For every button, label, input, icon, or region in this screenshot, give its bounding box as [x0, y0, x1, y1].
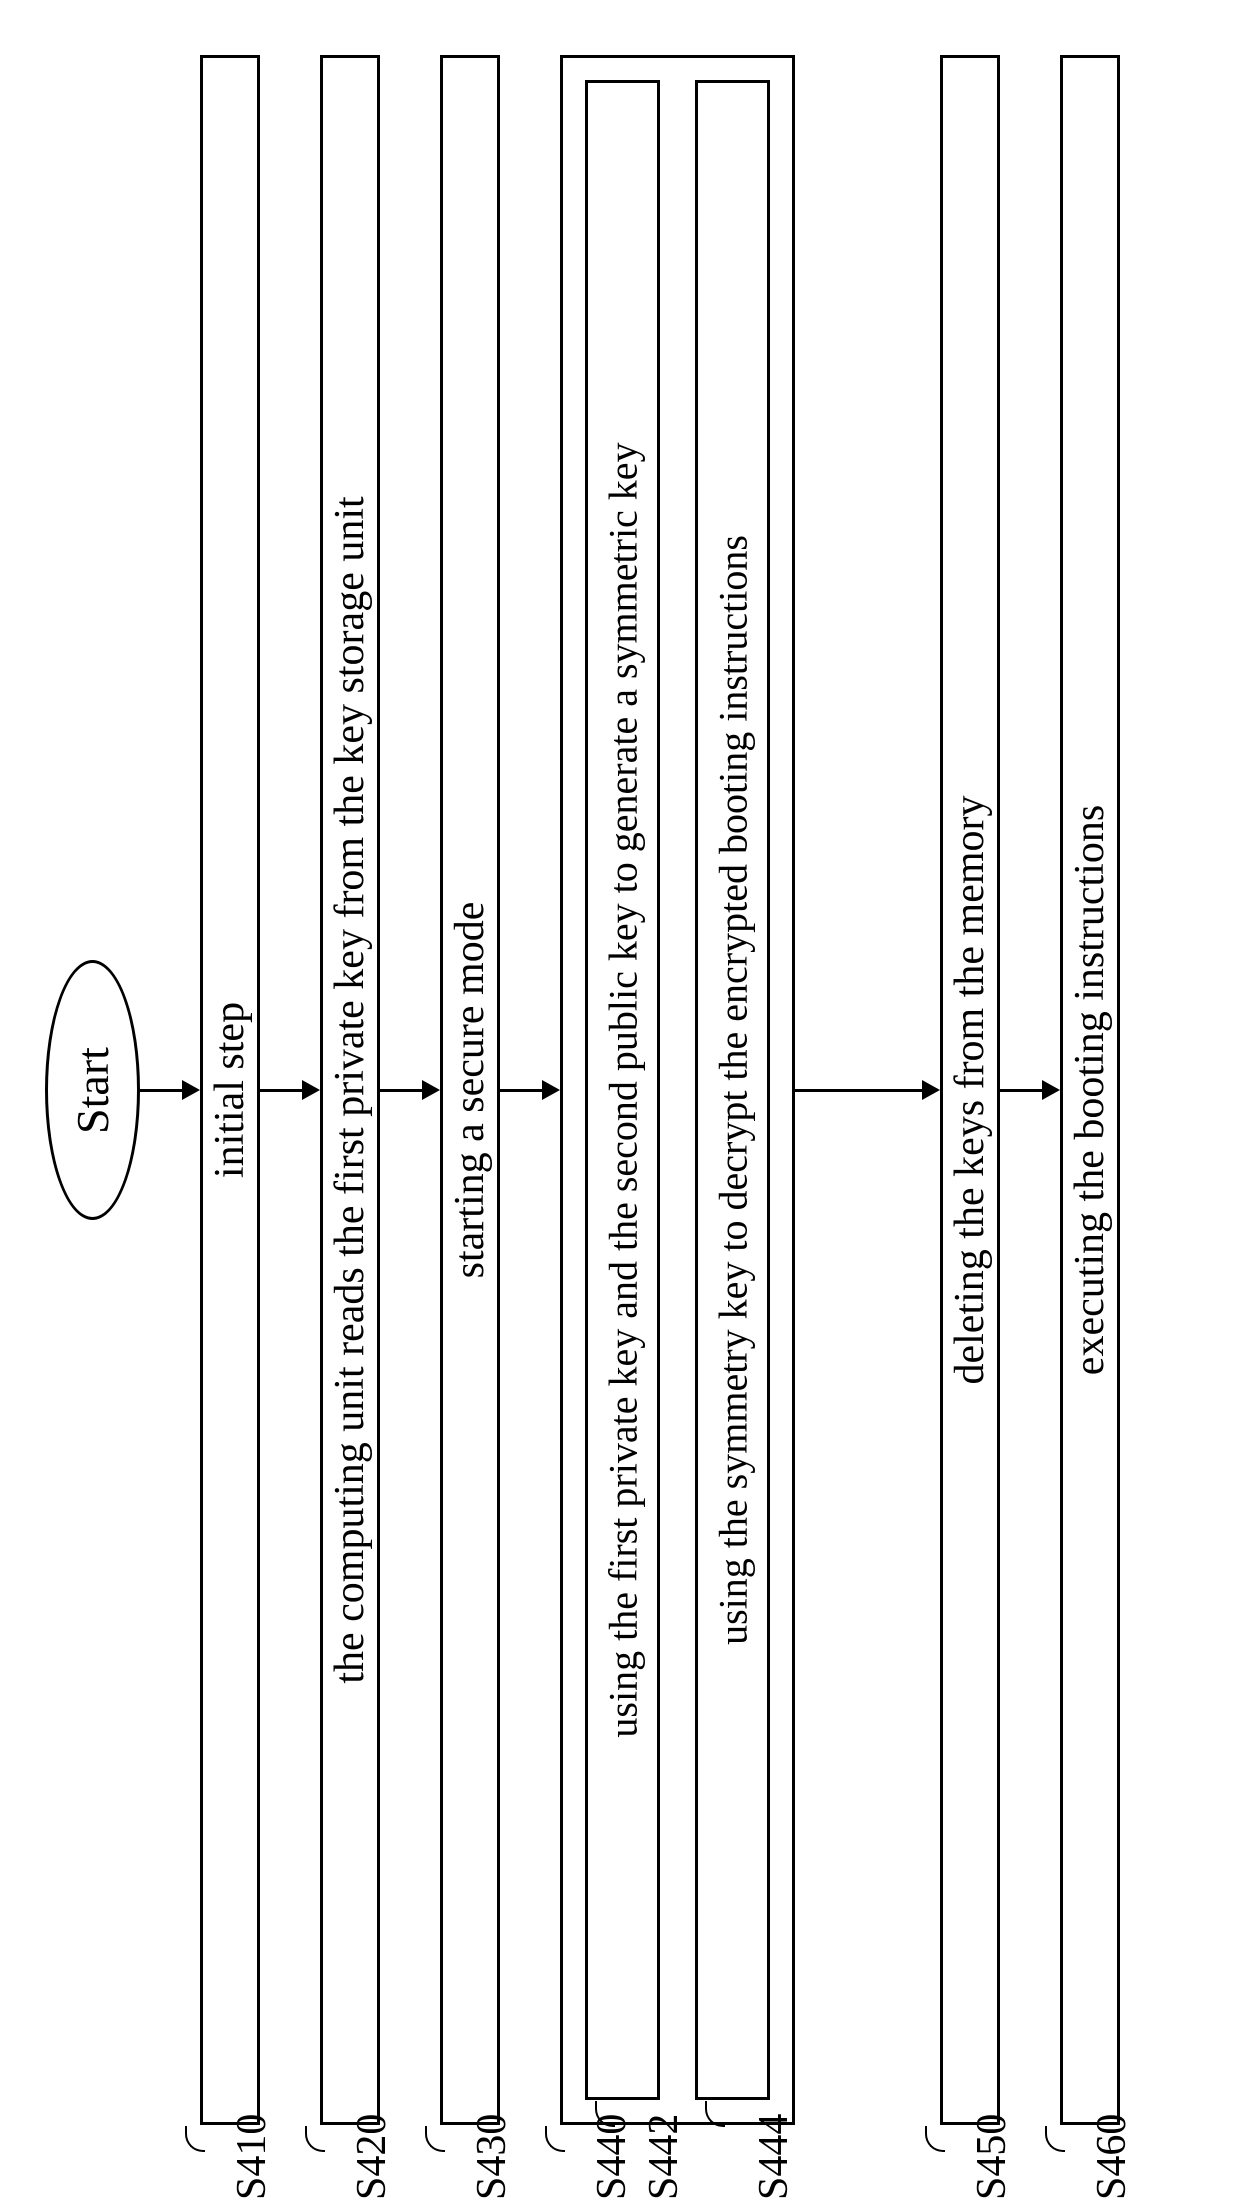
step-s410-box: initial step — [200, 55, 260, 2125]
label-s440: S440 — [588, 2114, 636, 2200]
step-s442-box: using the first private key and the seco… — [585, 80, 660, 2100]
step-s460-text: executing the booting instructions — [1066, 805, 1114, 1375]
tick-s450 — [925, 2126, 945, 2152]
step-s420-text: the computing unit reads the first priva… — [326, 496, 374, 1683]
step-s450-text: deleting the keys from the memory — [946, 795, 994, 1384]
step-s420-box: the computing unit reads the first priva… — [320, 55, 380, 2125]
step-s460-box: executing the booting instructions — [1060, 55, 1120, 2125]
start-node: Start — [45, 960, 140, 1220]
step-s444-box: using the symmetry key to decrypt the en… — [695, 80, 770, 2100]
flowchart-canvas: Start initial step the computing unit re… — [0, 0, 1240, 2210]
label-s442: S442 — [640, 2114, 688, 2200]
step-s430-text: starting a secure mode — [446, 902, 494, 1279]
label-s444: S444 — [750, 2114, 798, 2200]
step-s410-text: initial step — [206, 1002, 254, 1178]
tick-s420 — [305, 2126, 325, 2152]
step-s430-box: starting a secure mode — [440, 55, 500, 2125]
label-s420: S420 — [348, 2114, 396, 2200]
tick-s460 — [1045, 2126, 1065, 2152]
tick-s440 — [545, 2126, 565, 2152]
start-label: Start — [66, 1047, 119, 1134]
label-s430: S430 — [468, 2114, 516, 2200]
step-s450-box: deleting the keys from the memory — [940, 55, 1000, 2125]
label-s410: S410 — [228, 2114, 276, 2200]
tick-s430 — [425, 2126, 445, 2152]
step-s444-text: using the symmetry key to decrypt the en… — [709, 535, 756, 1645]
label-s460: S460 — [1088, 2114, 1136, 2200]
step-s442-text: using the first private key and the seco… — [599, 442, 646, 1737]
tick-s410 — [185, 2126, 205, 2152]
label-s450: S450 — [968, 2114, 1016, 2200]
